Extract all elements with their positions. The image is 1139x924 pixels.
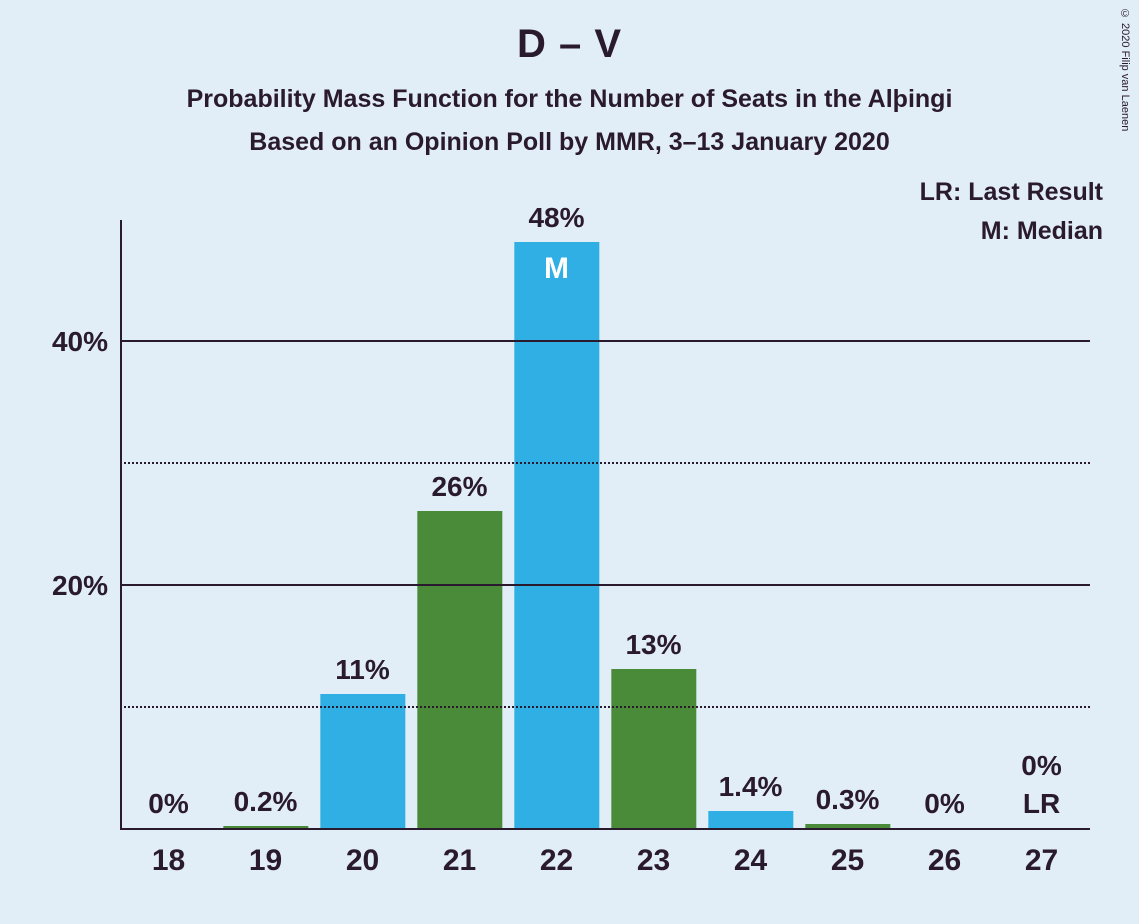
plot-area: 0%180.2%1911%2026%21M48%2213%231.4%240.3…: [120, 220, 1090, 830]
bar-25: [805, 824, 890, 828]
xtick-label-18: 18: [152, 844, 185, 878]
xtick-label-25: 25: [831, 844, 864, 878]
bar-slot-24: 1.4%24: [702, 220, 799, 828]
bar-value-label-19: 0.2%: [234, 786, 298, 818]
bar-value-label-24: 1.4%: [719, 771, 783, 803]
bar-slot-27: 0%LR27: [993, 220, 1090, 828]
ytick-label-40: 40%: [52, 326, 108, 358]
bar-slot-25: 0.3%25: [799, 220, 896, 828]
bar-marker-lr: LR: [1023, 788, 1060, 820]
bar-value-label-26: 0%: [924, 788, 964, 820]
pmf-seat-chart: © 2020 Filip van Laenen D – V Probabilit…: [0, 0, 1139, 924]
bar-20: [320, 694, 405, 828]
bar-slot-26: 0%26: [896, 220, 993, 828]
bar-value-label-22: 48%: [528, 202, 584, 234]
bar-slot-20: 11%20: [314, 220, 411, 828]
xtick-label-23: 23: [637, 844, 670, 878]
bar-value-label-18: 0%: [148, 788, 188, 820]
xtick-label-27: 27: [1025, 844, 1058, 878]
bar-slot-23: 13%23: [605, 220, 702, 828]
gridline-10: [120, 706, 1090, 708]
xtick-label-22: 22: [540, 844, 573, 878]
gridline-30: [120, 462, 1090, 464]
xtick-label-26: 26: [928, 844, 961, 878]
x-axis: [120, 828, 1090, 830]
bar-slot-19: 0.2%19: [217, 220, 314, 828]
xtick-label-19: 19: [249, 844, 282, 878]
chart-subtitle: Probability Mass Function for the Number…: [0, 85, 1139, 114]
bar-19: [223, 826, 308, 828]
bar-slot-21: 26%21: [411, 220, 508, 828]
bar-23: [611, 669, 696, 828]
bar-slot-18: 0%18: [120, 220, 217, 828]
xtick-label-24: 24: [734, 844, 767, 878]
bar-value-label-21: 26%: [431, 471, 487, 503]
bar-slot-22: M48%22: [508, 220, 605, 828]
chart-title: D – V: [0, 0, 1139, 67]
ytick-label-20: 20%: [52, 570, 108, 602]
bar-21: [417, 511, 502, 828]
xtick-label-20: 20: [346, 844, 379, 878]
bar-24: [708, 811, 793, 828]
bar-22: M: [514, 242, 599, 828]
gridline-20: [120, 584, 1090, 586]
gridline-40: [120, 340, 1090, 342]
bars-container: 0%180.2%1911%2026%21M48%2213%231.4%240.3…: [120, 220, 1090, 828]
bar-value-label-23: 13%: [625, 629, 681, 661]
copyright-text: © 2020 Filip van Laenen: [1119, 8, 1131, 131]
xtick-label-21: 21: [443, 844, 476, 878]
chart-subtitle-2: Based on an Opinion Poll by MMR, 3–13 Ja…: [0, 128, 1139, 157]
bar-value-label-25: 0.3%: [816, 784, 880, 816]
bar-marker-m: M: [544, 252, 569, 286]
bar-value-label-20: 11%: [335, 654, 390, 686]
legend-lr: LR: Last Result: [920, 178, 1103, 207]
bar-value-label-27: 0%: [1021, 750, 1061, 782]
